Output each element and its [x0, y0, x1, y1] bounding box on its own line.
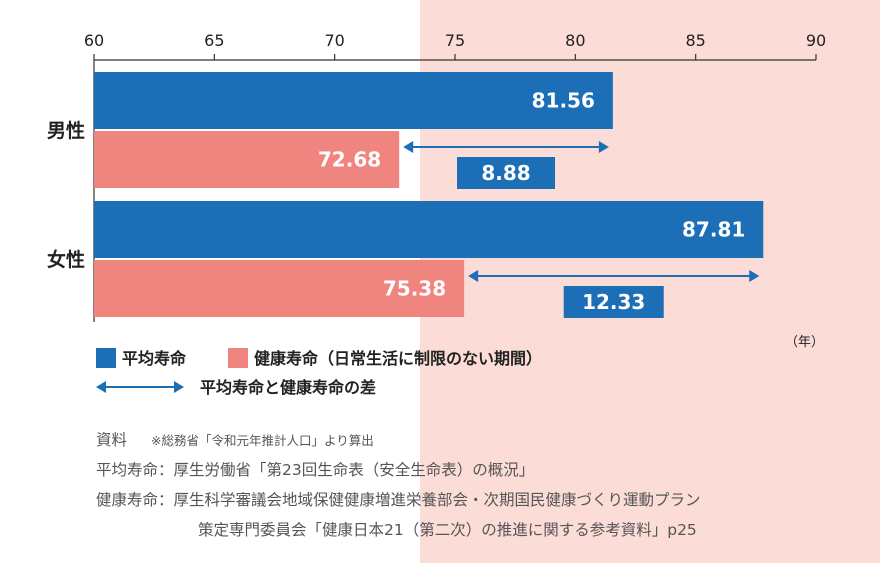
difference-box — [563, 286, 664, 318]
average-bar — [94, 201, 764, 258]
source-line-4: 策定専門委員会「健康日本21（第二次）の推進に関する参考資料」p25 — [198, 521, 697, 539]
difference-box — [457, 157, 556, 189]
source-line-2: 平均寿命：厚生労働省「第23回生命表（安全生命表）の概況」 — [96, 461, 535, 479]
double-arrow-icon — [96, 381, 184, 393]
average-bar — [94, 72, 613, 129]
legend-average-swatch — [96, 348, 116, 368]
difference-value-label: 8.88 — [481, 161, 530, 185]
source-line-3: 健康寿命：厚生科学審議会地域保健健康増進栄養部会・次期国民健康づくり運動プラン — [96, 491, 701, 509]
x-tick-label: 75 — [445, 31, 465, 50]
difference-value-label: 12.33 — [582, 290, 645, 314]
difference-arrow-head-right — [598, 141, 609, 153]
x-tick-label: 60 — [84, 31, 104, 50]
bar-value-label: 87.81 — [682, 218, 745, 242]
x-tick-label: 80 — [565, 31, 585, 50]
legend-healthy-swatch — [228, 348, 248, 368]
difference-arrow-head-left — [468, 270, 479, 282]
legend-difference: 平均寿命と健康寿命の差 — [96, 374, 376, 398]
legend-healthy: 健康寿命（日常生活に制限のない期間） — [228, 345, 542, 369]
x-tick-label: 70 — [324, 31, 344, 50]
legend-healthy-label: 健康寿命（日常生活に制限のない期間） — [254, 349, 543, 368]
x-tick-label: 85 — [685, 31, 705, 50]
healthy-bar — [94, 260, 465, 317]
difference-arrow-head-left — [403, 141, 414, 153]
x-tick-label: 65 — [204, 31, 224, 50]
difference-arrow-head-right — [749, 270, 760, 282]
category-label: 男性 — [47, 119, 85, 142]
bar-value-label: 75.38 — [383, 277, 446, 301]
legend-average: 平均寿命 — [96, 345, 186, 369]
bar-value-label: 81.56 — [532, 89, 595, 113]
source-note: ※総務省「令和元年推計人口」より算出 — [151, 433, 374, 448]
bar-value-label: 72.68 — [318, 148, 381, 172]
x-tick-label: 90 — [806, 31, 826, 50]
legend-difference-label: 平均寿命と健康寿命の差 — [200, 378, 377, 397]
legend-average-label: 平均寿命 — [122, 349, 187, 368]
source-line-1: 資料 ※総務省「令和元年推計人口」より算出 — [96, 428, 374, 450]
source-label: 資料 — [96, 431, 128, 449]
life-expectancy-chart: 60 65 70 75 80 85 90 男性 81.56 72.68 8.88 女性 87.81 75… — [47, 31, 826, 350]
x-axis-unit-label: （年） — [785, 335, 824, 350]
category-label: 女性 — [47, 248, 85, 271]
healthy-bar — [94, 131, 400, 188]
